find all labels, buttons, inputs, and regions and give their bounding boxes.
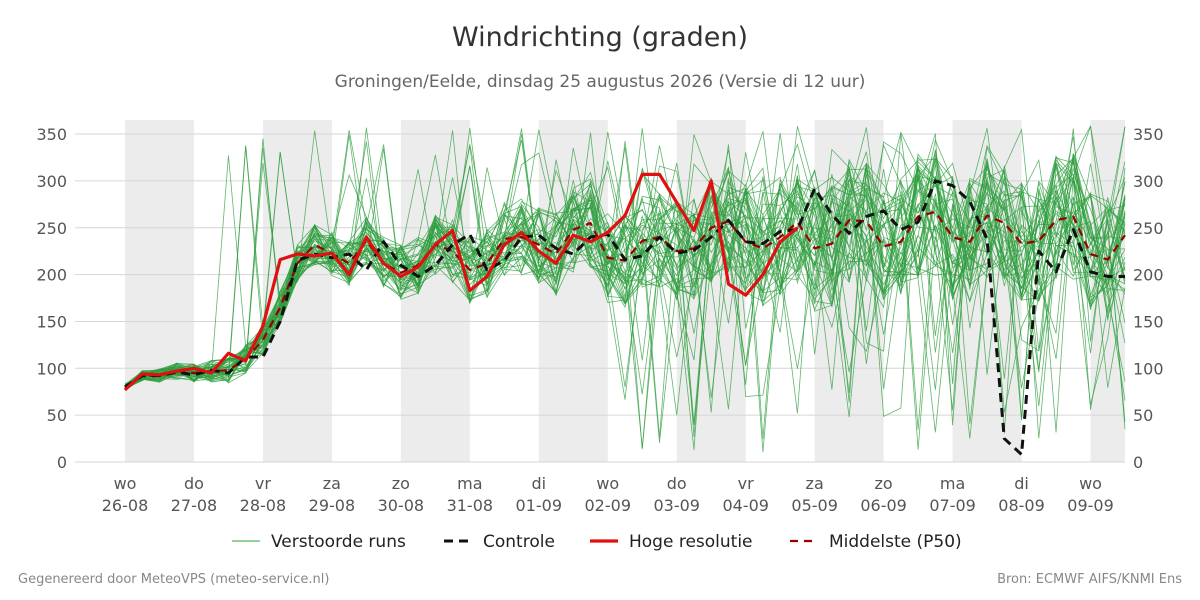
x-tick-date: 07-09 [929,496,976,515]
y-tick-label-left: 100 [36,359,67,378]
x-tick-day: ma [940,474,965,493]
y-tick-label-left: 300 [36,172,67,191]
ensemble-run-line [124,126,1126,433]
shaded-band-4 [676,120,746,462]
legend-label: Hoge resolutie [629,532,753,552]
x-tick-day: wo [1079,474,1102,493]
x-tick-day: za [323,474,341,493]
x-tick-day: do [184,474,204,493]
chart-title: Windrichting (graden) [451,22,749,53]
shaded-band-1 [262,120,332,462]
x-tick-day: za [806,474,824,493]
y-tick-label-right: 50 [1133,406,1153,425]
y-axis-left: 0 50 100 150 200 250 300 350 [36,125,67,472]
shaded-band-2 [400,120,470,462]
y-tick-label-left: 50 [47,406,67,425]
x-tick-date: 05-09 [791,496,838,515]
y-tick-label-left: 200 [36,266,67,285]
x-tick-date: 04-09 [722,496,769,515]
x-tick-day: do [667,474,687,493]
x-tick-day: wo [114,474,137,493]
chart-subtitle: Groningen/Eelde, dinsdag 25 augustus 202… [334,72,866,92]
x-tick-date: 28-08 [240,496,287,515]
x-tick-date: 27-08 [171,496,218,515]
ensemble-run-line [124,126,1126,437]
y-tick-label-right: 200 [1133,266,1164,285]
x-tick-date: 29-08 [309,496,356,515]
y-tick-label-left: 250 [36,219,67,238]
y-tick-label-left: 350 [36,125,67,144]
x-tick-day: di [1014,474,1029,493]
main-series [123,172,1126,457]
shaded-band-3 [538,120,608,462]
x-tick-date: 03-09 [653,496,700,515]
series-line-controle [124,179,1125,457]
x-tick-date: 06-09 [860,496,907,515]
x-tick-date: 01-09 [516,496,563,515]
ensemble-run-line [124,124,1126,388]
y-tick-label-right: 150 [1133,312,1164,331]
x-tick-day: ma [457,474,482,493]
shaded-band-0 [125,120,194,462]
y-tick-label-right: 250 [1133,219,1164,238]
x-tick-day: zo [875,474,893,493]
x-tick-day: vr [255,474,271,493]
y-tick-label-left: 0 [57,453,67,472]
y-tick-label-right: 300 [1133,172,1164,191]
y-axis-right: 0 50 100 150 200 250 300 350 [1133,125,1164,472]
x-tick-date: 26-08 [102,496,149,515]
weekend-bands [125,120,1125,462]
footer-source: Bron: ECMWF AIFS/KNMI Ens [997,572,1182,587]
y-tick-label-right: 100 [1133,359,1164,378]
ensemble-run-line [124,127,1126,419]
x-tick-day: wo [596,474,619,493]
y-tick-label-right: 350 [1133,125,1164,144]
y-tick-label-right: 0 [1133,453,1143,472]
x-tick-day: vr [738,474,754,493]
x-tick-date: 31-08 [447,496,494,515]
x-tick-day: di [531,474,546,493]
series-line-hoge-resolutie [123,172,799,392]
ensemble-run-line [124,141,1126,401]
x-axis: wo 26-08 do 27-08 vr 28-08 za 29-08 zo 30-08 ma 31-… [102,474,1114,515]
legend-label: Middelste (P50) [829,532,962,552]
x-tick-date: 30-08 [378,496,425,515]
legend-label: Controle [483,532,555,552]
x-tick-date: 09-09 [1067,496,1114,515]
x-tick-date: 08-09 [998,496,1045,515]
x-tick-day: zo [392,474,410,493]
legend-label: Verstoorde runs [271,532,406,552]
footer-generator: Gegenereerd door MeteoVPS (meteo-service… [18,572,330,587]
x-tick-date: 02-09 [585,496,632,515]
legend: Verstoorde runs Controle Hoge resolutie Mid… [232,532,962,552]
y-tick-label-left: 150 [36,312,67,331]
